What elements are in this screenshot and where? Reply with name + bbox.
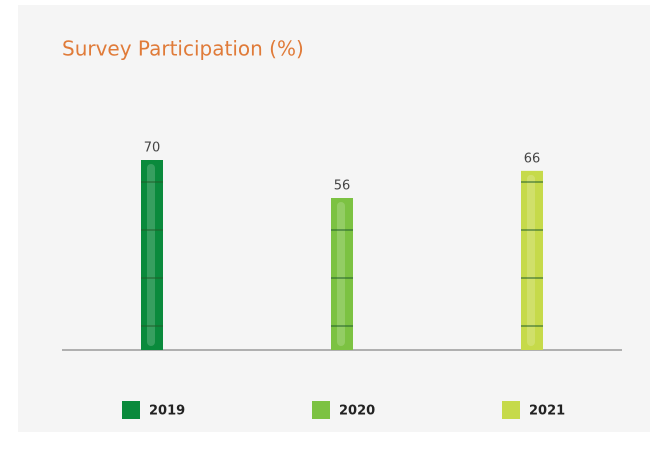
bar-highlight — [337, 202, 345, 346]
legend-swatch — [122, 401, 140, 419]
page: {"chart_data": {"type": "bar", "title": … — [0, 0, 666, 460]
value-label: 70 — [144, 141, 161, 156]
legend-label: 2021 — [529, 404, 565, 419]
bar-highlight — [147, 164, 155, 346]
bar-highlight — [527, 175, 535, 346]
value-label: 56 — [334, 179, 351, 194]
legend-swatch — [502, 401, 520, 419]
legend-swatch — [312, 401, 330, 419]
legend-label: 2019 — [149, 404, 185, 419]
chart: Survey Participation (%) 70 2019 56 2020 66 2… — [0, 0, 666, 460]
chart-title: Survey Participation (%) — [62, 37, 304, 61]
value-label: 66 — [524, 151, 541, 166]
legend-label: 2020 — [339, 404, 375, 419]
